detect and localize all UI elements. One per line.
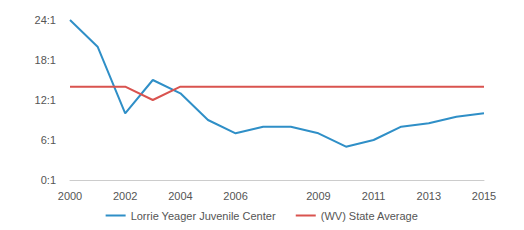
svg-text:Lorrie Yeager Juvenile Center: Lorrie Yeager Juvenile Center bbox=[131, 210, 276, 222]
svg-text:2009: 2009 bbox=[306, 190, 330, 202]
svg-text:24:1: 24:1 bbox=[35, 14, 56, 26]
svg-text:12:1: 12:1 bbox=[35, 94, 56, 106]
svg-text:2015: 2015 bbox=[472, 190, 496, 202]
svg-text:2006: 2006 bbox=[223, 190, 247, 202]
svg-text:2004: 2004 bbox=[168, 190, 192, 202]
svg-text:2000: 2000 bbox=[58, 190, 82, 202]
svg-text:18:1: 18:1 bbox=[35, 54, 56, 66]
svg-text:2013: 2013 bbox=[417, 190, 441, 202]
svg-text:(WV) State Average: (WV) State Average bbox=[321, 210, 418, 222]
svg-text:6:1: 6:1 bbox=[41, 134, 56, 146]
svg-text:2011: 2011 bbox=[362, 190, 386, 202]
svg-text:2002: 2002 bbox=[113, 190, 137, 202]
svg-text:0:1: 0:1 bbox=[41, 174, 56, 186]
